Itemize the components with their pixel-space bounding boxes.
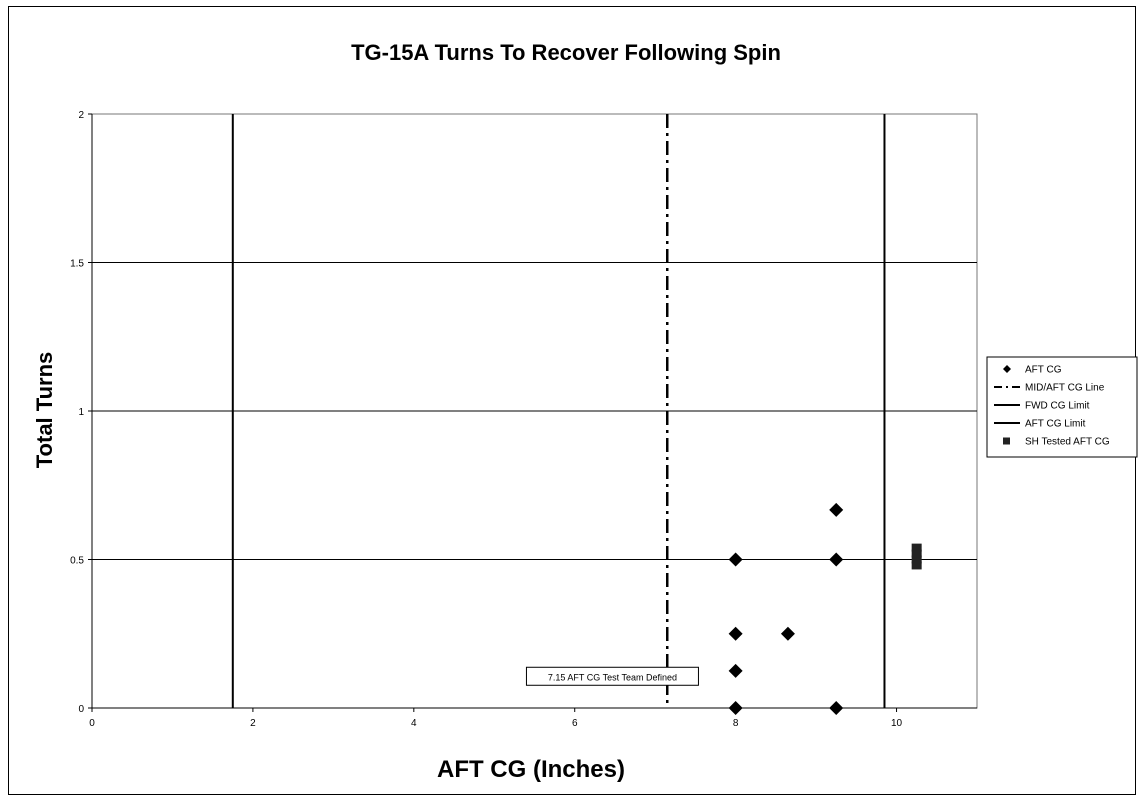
legend-label-1: MID/AFT CG Line bbox=[1025, 383, 1105, 394]
y-tick-label-0: 0 bbox=[78, 704, 84, 715]
y-tick-label-2: 1 bbox=[78, 407, 84, 418]
series-0-point-0 bbox=[728, 552, 743, 567]
series-4-point-3 bbox=[911, 561, 922, 570]
x-tick-label-5: 10 bbox=[891, 718, 903, 729]
series-4-point-1 bbox=[911, 549, 922, 558]
y-tick-label-4: 2 bbox=[78, 110, 84, 121]
y-axis-label: Total Turns bbox=[32, 352, 57, 469]
legend-box bbox=[986, 356, 1138, 458]
annotation-box-0 bbox=[525, 666, 699, 686]
legend: AFT CG MID/AFT CG Line FWD CG Limit AFT CG … bbox=[986, 356, 1138, 458]
x-tick-label-0: 0 bbox=[89, 718, 95, 729]
legend-label-2: FWD CG Limit bbox=[1025, 401, 1090, 412]
series-0-point-3 bbox=[728, 701, 743, 715]
series-0-point-2 bbox=[728, 663, 743, 678]
series-4-point-0 bbox=[911, 543, 922, 552]
series-0-point-7 bbox=[829, 701, 844, 715]
x-tick-label-4: 8 bbox=[733, 718, 739, 729]
chart-title: TG-15A Turns To Recover Following Spin bbox=[351, 40, 781, 65]
x-tick-label-1: 2 bbox=[250, 718, 256, 729]
y-tick-label-1: 0.5 bbox=[70, 556, 84, 567]
series-0-point-5 bbox=[829, 502, 844, 517]
x-tick-label-3: 6 bbox=[572, 718, 578, 729]
legend-label-4: SH Tested AFT CG bbox=[1025, 437, 1110, 448]
legend-marker-0 bbox=[1003, 365, 1011, 373]
series-0-point-6 bbox=[829, 552, 844, 567]
x-axis-label: AFT CG (Inches) bbox=[437, 756, 625, 783]
chart-frame bbox=[8, 6, 1136, 795]
series-4-point-2 bbox=[911, 555, 922, 564]
series-0-point-1 bbox=[728, 626, 743, 641]
legend-label-3: AFT CG Limit bbox=[1025, 419, 1086, 430]
y-tick-label-3: 1.5 bbox=[70, 259, 84, 270]
legend-marker-4 bbox=[1003, 437, 1010, 445]
series-0-point-4 bbox=[780, 626, 795, 641]
plot-area: 0 2 4 6 8 10 0 0.5 1 1.5 2 7.15 AFT CG Test Team De… bbox=[70, 110, 978, 729]
annotation-text-0: 7.15 AFT CG Test Team Defined bbox=[548, 672, 677, 682]
legend-label-0: AFT CG bbox=[1025, 365, 1062, 376]
x-tick-label-2: 4 bbox=[411, 718, 417, 729]
